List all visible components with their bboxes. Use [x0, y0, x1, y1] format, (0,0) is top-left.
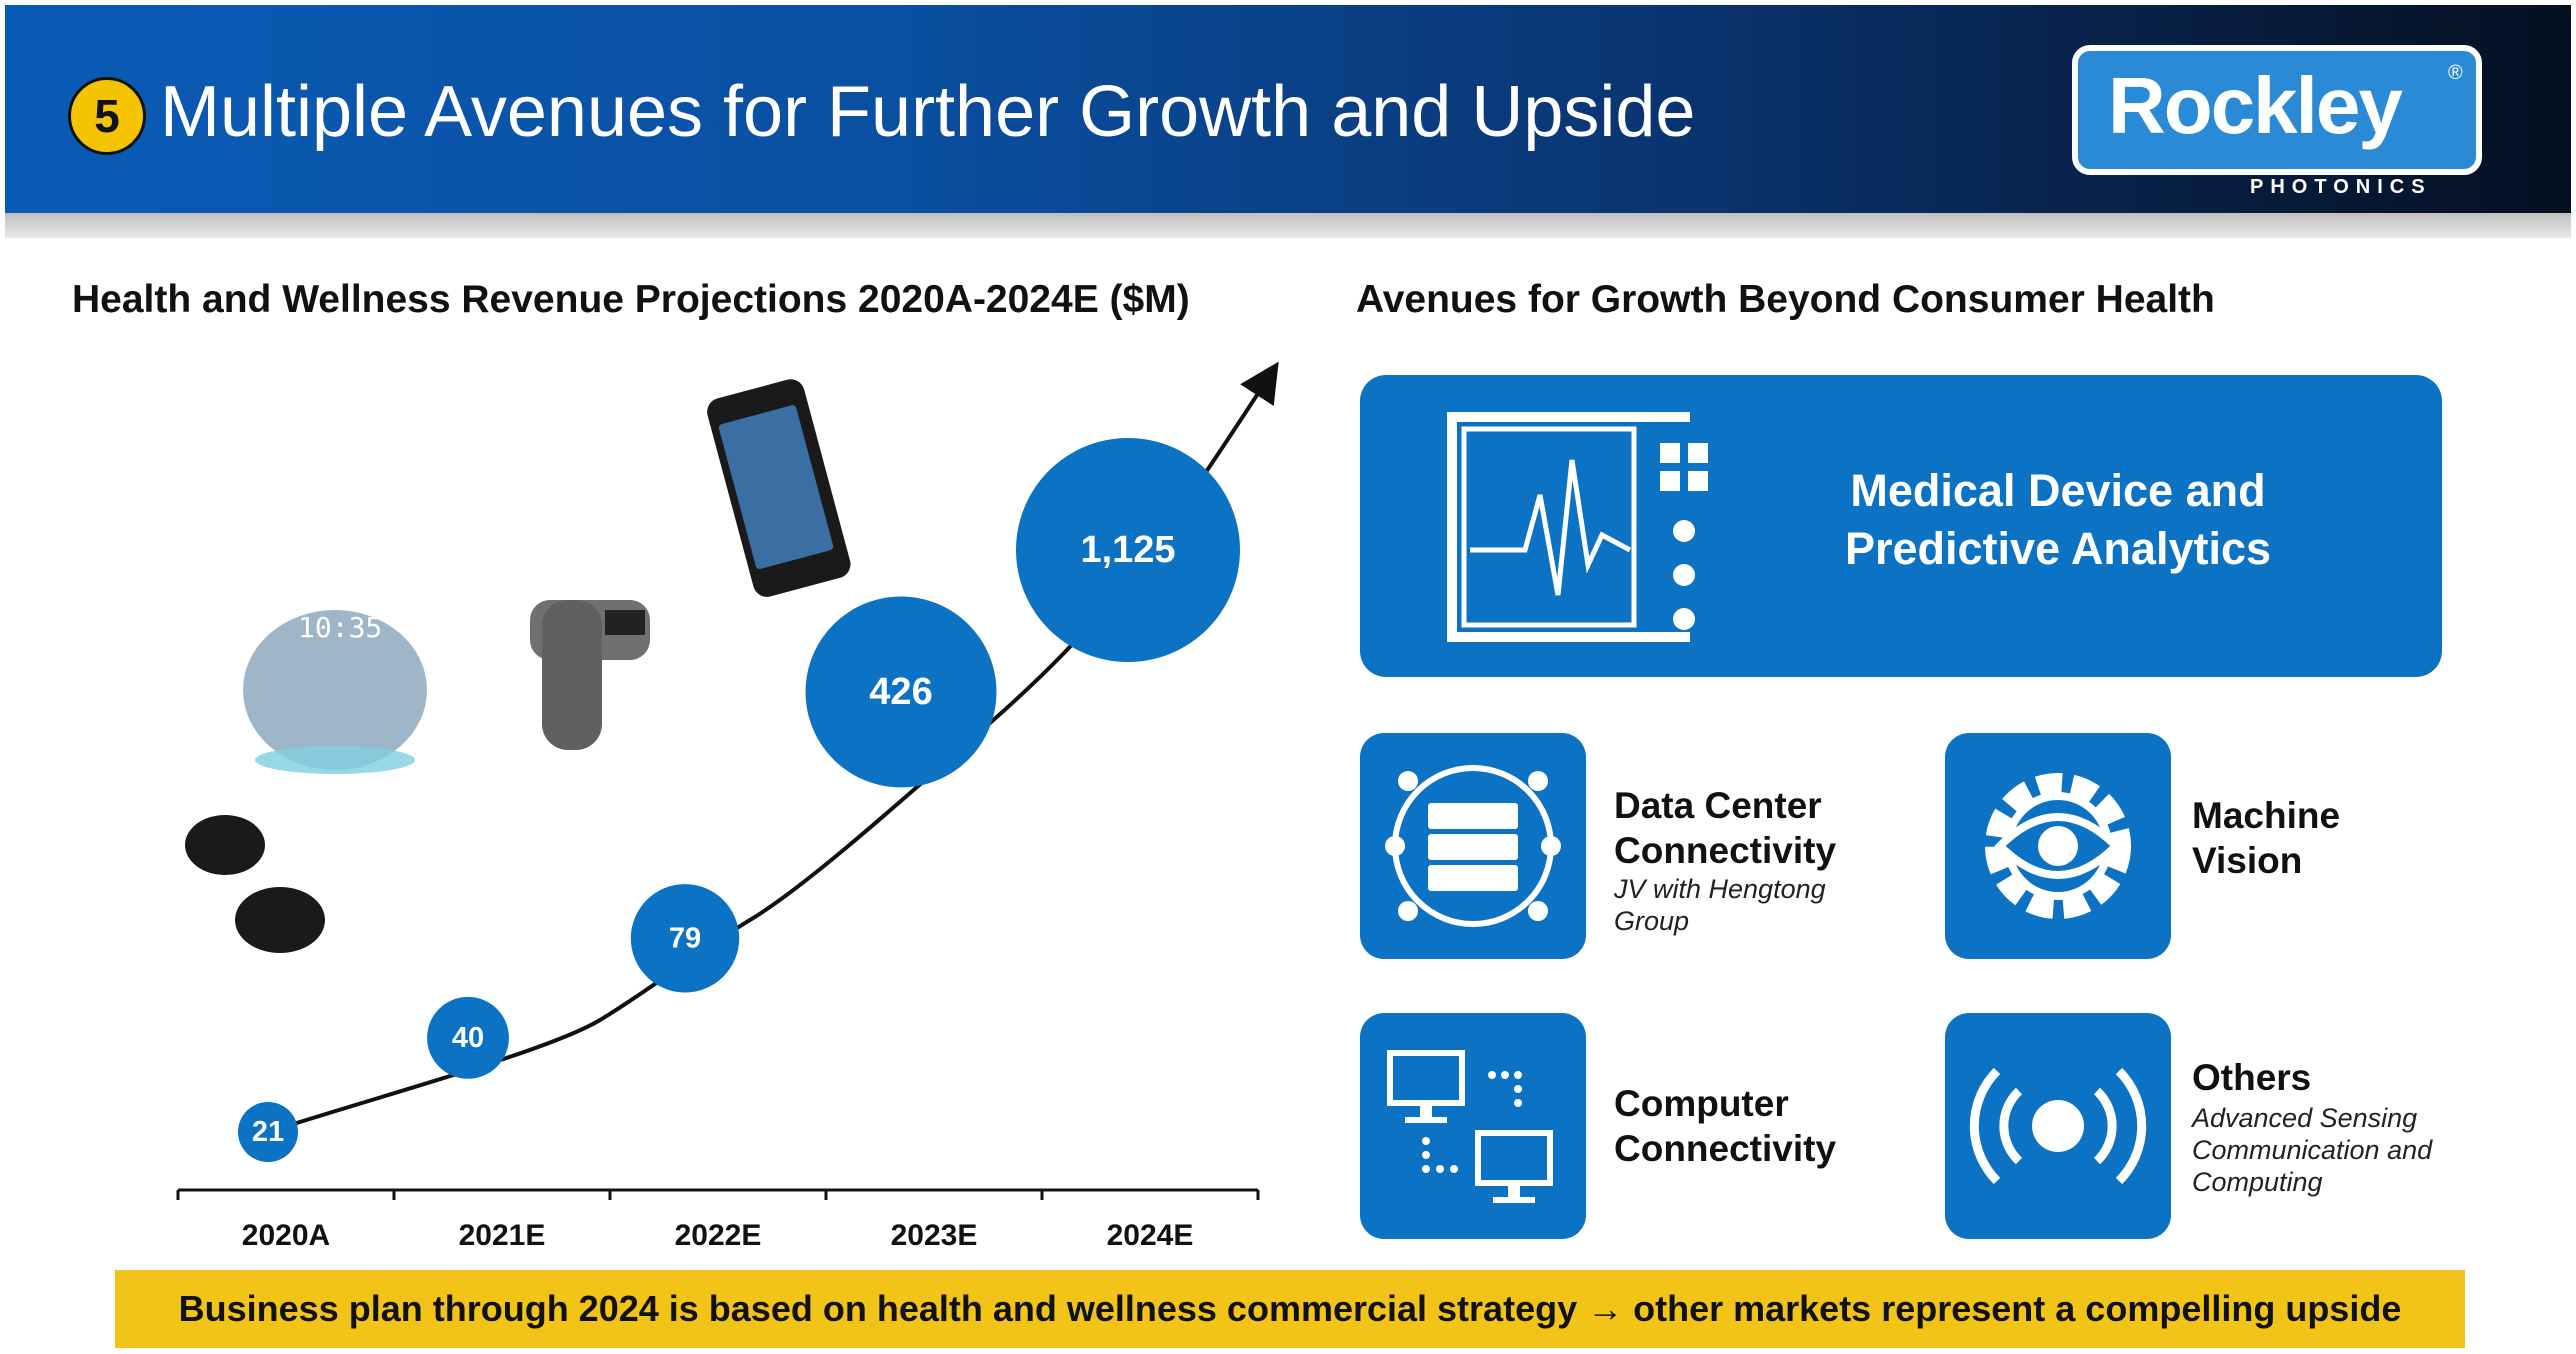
- x-tick-label: 2021E: [459, 1219, 546, 1252]
- bottom-banner: [115, 1270, 2465, 1348]
- data-center-sub-2: Group: [1614, 906, 1690, 936]
- server-network-icon: [1385, 765, 1561, 927]
- others-label: Others: [2192, 1057, 2312, 1098]
- machine-vision-line-2: Vision: [2192, 840, 2303, 881]
- logo-subtitle: PHOTONICS: [2250, 176, 2432, 198]
- others-sub-3: Computing: [2192, 1167, 2323, 1197]
- data-center-sub-1: JV with Hengtong: [1614, 874, 1826, 904]
- data-center-tile: [1360, 733, 1586, 959]
- data-label: 426: [869, 671, 932, 713]
- svg-text:10:35: 10:35: [298, 611, 382, 644]
- x-tick-label: 2023E: [891, 1219, 978, 1252]
- broadcast-icon: [1969, 1067, 2147, 1185]
- x-tick-label: 2020A: [242, 1219, 330, 1252]
- banner-text: Business plan through 2024 is based on h…: [178, 1288, 2402, 1329]
- machine-vision-tile: [1945, 733, 2171, 959]
- logo-word: Rockley: [2108, 61, 2403, 150]
- computer-line-2: Connectivity: [1614, 1128, 1837, 1169]
- section-number-badge: 5: [68, 77, 146, 155]
- data-center-line-1: Data Center: [1614, 785, 1822, 826]
- medical-device-label: Medical Device and Predictive Analytics: [1798, 462, 2318, 578]
- data-label: 40: [452, 1022, 484, 1054]
- data-center-label: Data Center Connectivity: [1614, 783, 1836, 873]
- rockley-logo: [2072, 45, 2482, 175]
- smart-speaker-image: 10:35: [243, 610, 427, 774]
- medical-monitor-icon: [1447, 412, 1747, 642]
- data-label: 79: [669, 922, 701, 954]
- x-tick-label: 2022E: [675, 1219, 762, 1252]
- header-divider: [5, 213, 2571, 238]
- eye-gear-icon: [1985, 773, 2131, 919]
- medical-line-1: Medical Device and: [1850, 465, 2266, 516]
- data-bubble: [1016, 438, 1240, 662]
- others-tile: [1945, 1013, 2171, 1239]
- computer-connectivity-label: Computer Connectivity: [1614, 1081, 1836, 1171]
- revenue-chart: 10:35 2020A 2021E 2022E 2023E 2024E 21 40 79 42…: [176, 361, 1279, 1252]
- x-tick-label: 2024E: [1107, 1219, 1194, 1252]
- chart-title: Health and Wellness Revenue Projections …: [72, 278, 1190, 321]
- page-title: Multiple Avenues for Further Growth and …: [160, 72, 1696, 152]
- data-center-sub: JV with Hengtong Group: [1614, 873, 1826, 937]
- fitness-band-image: [530, 600, 650, 750]
- others-sub-1: Advanced Sensing: [2192, 1103, 2418, 1133]
- others-sub-2: Communication and: [2192, 1135, 2433, 1165]
- data-center-line-2: Connectivity: [1614, 830, 1837, 871]
- medical-line-2: Predictive Analytics: [1844, 523, 2272, 574]
- smartphone-image: [707, 379, 851, 597]
- data-bubble: [630, 884, 740, 993]
- logo-registered-mark: ®: [2448, 62, 2463, 84]
- others-sub: Advanced Sensing Communication and Compu…: [2192, 1102, 2432, 1198]
- computer-connectivity-tile: [1360, 1013, 1586, 1239]
- monitor-controls-icon: [1660, 443, 1708, 630]
- data-bubble: [427, 996, 509, 1079]
- medical-device-tile: [1360, 375, 2442, 677]
- data-bubble: [805, 596, 997, 788]
- machine-vision-label: Machine Vision: [2192, 793, 2340, 883]
- earbuds-image: [185, 815, 325, 953]
- machine-vision-line-1: Machine: [2192, 795, 2341, 836]
- computer-line-1: Computer: [1614, 1083, 1789, 1124]
- avenues-title: Avenues for Growth Beyond Consumer Healt…: [1356, 278, 2215, 321]
- data-bubble: [238, 1102, 298, 1162]
- data-label: 1,125: [1080, 529, 1175, 571]
- computers-icon: [1387, 1050, 1553, 1203]
- data-label: 21: [252, 1116, 284, 1148]
